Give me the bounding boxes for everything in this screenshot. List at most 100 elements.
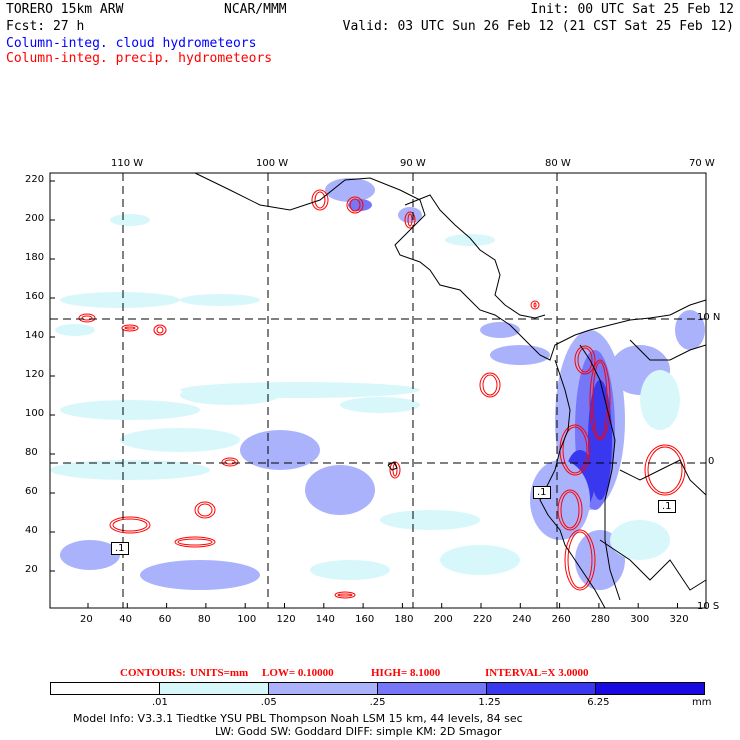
coastline-mexico [194,172,707,361]
precip-contour [124,326,136,330]
colorbar-segment [596,683,704,694]
coastline-caribbean [404,194,546,319]
cloud-field-area [60,540,120,570]
lon-label: 90 W [400,158,426,169]
y-tick-label: 20 [25,564,38,575]
colorbar-segment [51,683,160,694]
cloud-field-area [640,370,680,430]
precip-contour [389,461,401,479]
valid-time: Valid: 03 UTC Sun 26 Feb 12 (21 CST Sat … [342,19,734,34]
cloud-field-area [120,428,240,452]
precip-contour [349,198,361,212]
cloud-field-area [445,234,495,246]
precip-contour [346,196,364,214]
colorbar-units: mm [692,697,712,708]
cloud-field-area [310,560,390,580]
model-info-line2: LW: Godd SW: Goddard DIFF: simple KM: 2D… [215,725,502,738]
precip-contour [562,426,588,474]
colorbar-label: .01 [152,697,168,708]
cloud-field-area [180,385,280,405]
y-tick-label: 200 [25,213,45,224]
x-tick-label: 60 [158,614,172,625]
border-andes [579,344,621,601]
border-peru [599,539,707,591]
cloud-field-area [440,545,520,575]
model-info-line1: Model Info: V3.3.1 Tiedtke YSU PBL Thomp… [73,712,523,725]
x-tick-label: 40 [119,614,133,625]
colorbar-segment [487,683,596,694]
y-tick-label: 180 [25,252,45,263]
cloud-field-area [610,520,670,560]
field-precip-title: Column-integ. precip. hydrometeors [6,51,273,66]
precip-contour [78,313,96,323]
lon-label: 80 W [545,158,571,169]
x-tick-label: 160 [355,614,375,625]
precip-contour [404,211,416,229]
cloud-field-area [60,292,180,308]
contours-low: LOW= 0.10000 [262,667,334,679]
precip-contour [407,213,413,227]
precip-contour [589,359,611,441]
cloud-field-area [380,510,480,530]
y-tick-label: 160 [25,291,45,302]
cloud-field-area [110,214,150,226]
forecast-hour: Fcst: 27 h [6,19,85,34]
contour-label: .1 [658,500,676,513]
lon-label: 110 W [111,158,144,169]
x-tick-label: 200 [433,614,453,625]
cloud-field-area [325,178,375,202]
x-tick-label: 100 [237,614,257,625]
y-tick-label: 100 [25,408,45,419]
cloud-field-area [675,310,705,350]
colorbar-segment [378,683,487,694]
precip-contour [557,489,583,531]
cloud-field-area [480,322,520,338]
precip-contour [314,191,326,209]
lon-label: 70 W [689,158,715,169]
x-tick-label: 280 [590,614,610,625]
organization: NCAR/MMM [224,2,287,17]
cloud-field-area [240,430,320,470]
cloud-field-area [398,207,422,223]
precip-contour [530,300,540,310]
colorbar-label: .25 [369,697,386,708]
cloud-field-area [50,460,210,480]
border-east [629,339,707,361]
precip-contour [533,302,537,308]
precip-contour [81,315,93,321]
y-tick-label: 80 [25,447,38,458]
x-tick-label: 300 [630,614,650,625]
x-tick-label: 220 [473,614,493,625]
precip-contour [647,446,683,494]
lat-label: 10 S [697,601,720,612]
precip-contour [112,518,148,532]
precip-contour [577,347,593,373]
contours-label: CONTOURS: [120,667,186,679]
y-tick-label: 220 [25,174,45,185]
cloud-field-area [180,294,260,306]
cloud-field-area [305,465,375,515]
precip-contour [197,503,213,517]
precip-contour [121,324,139,332]
x-tick-label: 120 [276,614,296,625]
cloud-field-area [55,324,95,336]
contour-label: .1 [533,486,551,499]
cloud-field-area [140,560,260,590]
colorbar-label: 1.25 [478,697,501,708]
init-time: Init: 00 UTC Sat 25 Feb 12 [530,2,735,17]
y-tick-label: 120 [25,369,45,380]
precip-contour [153,324,167,336]
precip-contour [337,593,353,597]
precip-contour [221,457,239,467]
y-tick-label: 40 [25,525,38,536]
colorbar [50,682,705,695]
precip-contour [564,529,596,591]
colorbar-label: 6.25 [587,697,610,708]
precip-contour [177,538,213,546]
y-tick-label: 140 [25,330,45,341]
precip-contour [334,591,356,599]
precip-contour [574,345,596,375]
x-tick-label: 140 [315,614,335,625]
